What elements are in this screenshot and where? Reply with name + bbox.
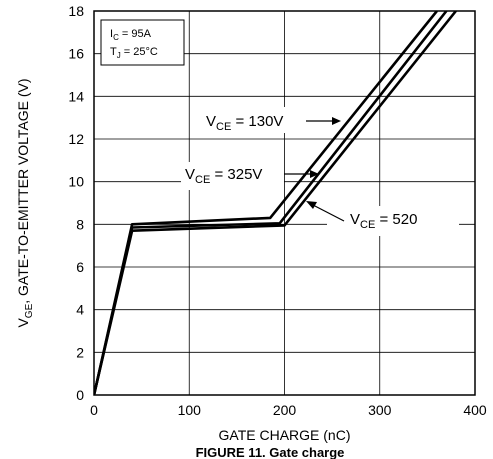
y-tick-label: 8 bbox=[76, 216, 84, 232]
x-tick-labels: 0 100 200 300 400 bbox=[90, 402, 487, 418]
plot-frame bbox=[93, 10, 476, 396]
x-tick-label: 400 bbox=[463, 402, 487, 418]
label-vce-325v: VCE = 325V bbox=[185, 166, 262, 186]
y-tick-label: 18 bbox=[68, 3, 84, 19]
x-tick-label: 0 bbox=[90, 402, 98, 418]
series-lines bbox=[94, 11, 457, 395]
figure-caption: FIGURE 11. Gate charge bbox=[196, 445, 345, 459]
y-tick-label: 10 bbox=[68, 174, 84, 190]
y-tick-label: 2 bbox=[76, 344, 84, 360]
conditions-box bbox=[100, 19, 185, 66]
x-axis-label: GATE CHARGE (nC) bbox=[219, 427, 351, 443]
y-axis-label: VGE, GATE-TO-EMITTER VOLTAGE (V) bbox=[15, 78, 35, 327]
x-tick-label: 100 bbox=[178, 402, 202, 418]
y-tick-label: 0 bbox=[76, 387, 84, 403]
y-tick-label: 6 bbox=[76, 259, 84, 275]
y-tick-label: 12 bbox=[68, 131, 84, 147]
label-vce-130v: VCE = 130V bbox=[206, 113, 283, 133]
arrow-520 bbox=[306, 201, 345, 222]
y-tick-label: 14 bbox=[68, 88, 84, 104]
label-130v-bg bbox=[203, 107, 306, 133]
series-line-2 bbox=[94, 11, 457, 395]
x-tick-label: 200 bbox=[273, 402, 297, 418]
y-tick-label: 4 bbox=[76, 302, 84, 318]
label-325v-bg bbox=[181, 162, 284, 190]
condition-ic: IC = 95A bbox=[110, 28, 152, 42]
y-tick-label: 16 bbox=[68, 46, 84, 62]
x-tick-label: 300 bbox=[368, 402, 392, 418]
label-520-bg bbox=[327, 206, 459, 236]
series-line-1 bbox=[94, 11, 448, 395]
grid-lines bbox=[94, 11, 475, 395]
arrow-130v bbox=[306, 117, 341, 125]
label-vce-520: VCE = 520 bbox=[350, 211, 417, 231]
series-line-0 bbox=[94, 11, 438, 395]
y-tick-labels: 0 2 4 6 8 10 12 14 16 18 bbox=[68, 3, 84, 403]
condition-tj: TJ = 25°C bbox=[110, 46, 158, 60]
arrow-325v bbox=[284, 170, 319, 178]
